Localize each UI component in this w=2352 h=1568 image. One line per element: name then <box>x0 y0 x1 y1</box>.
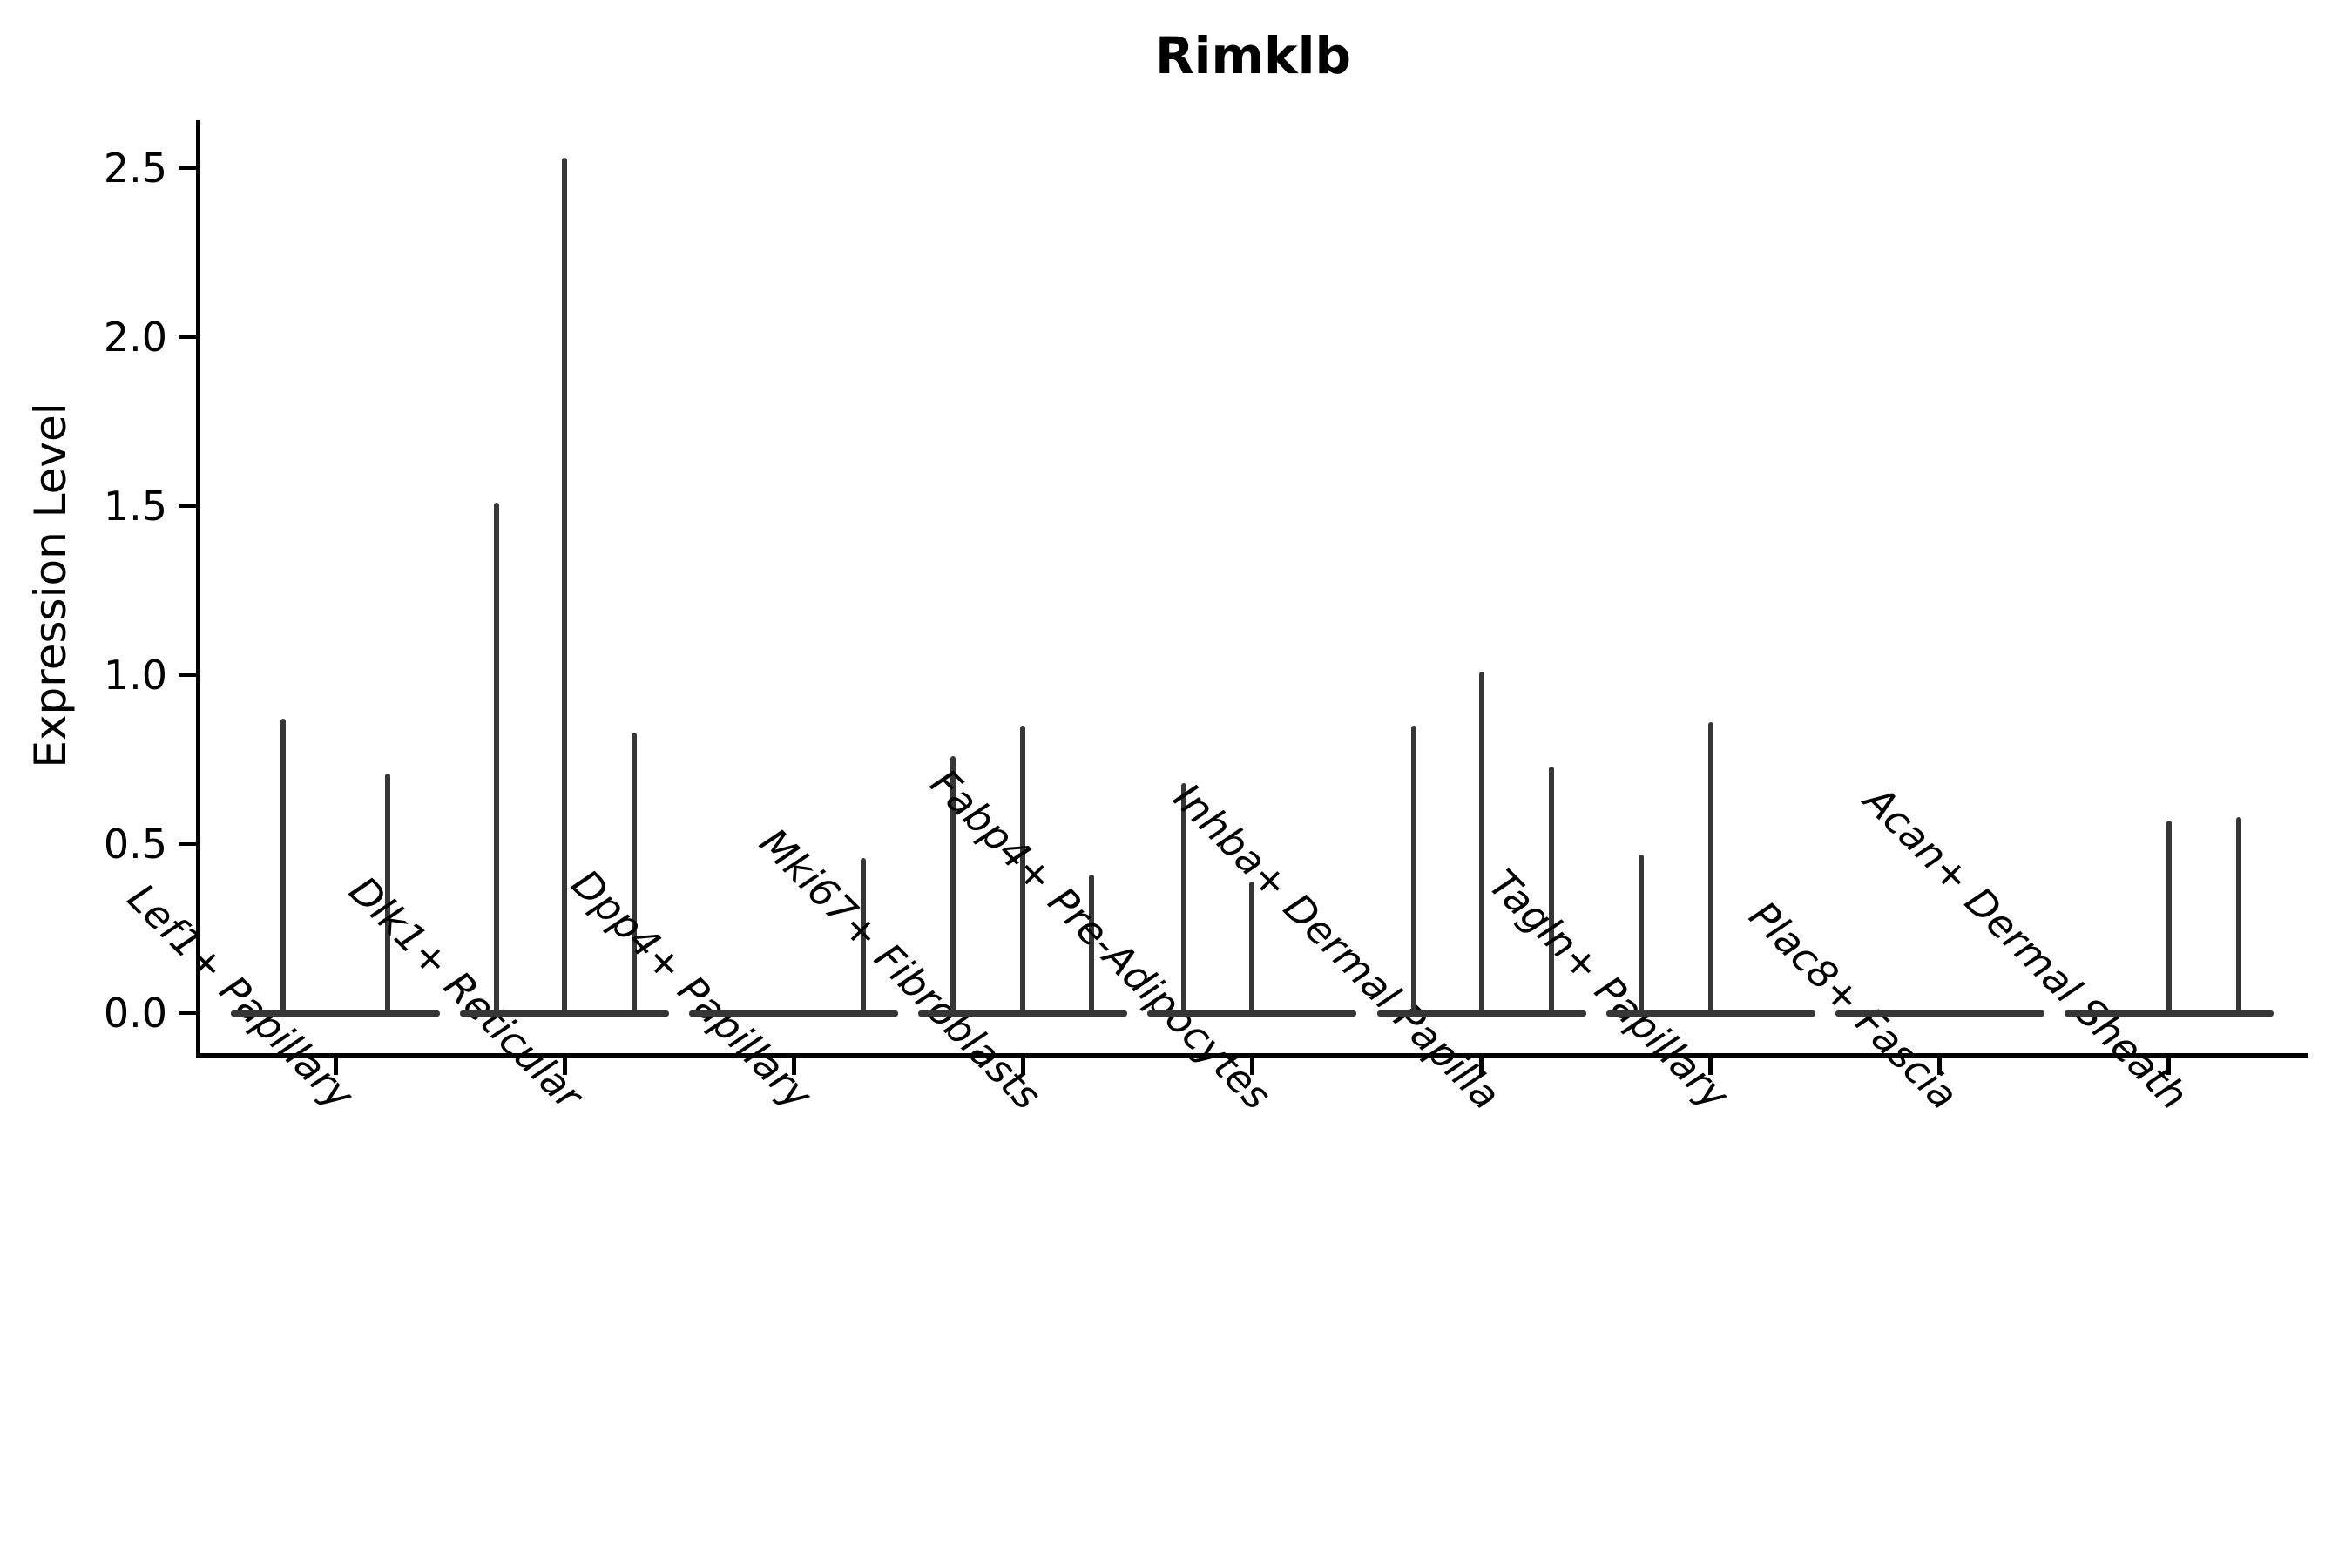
y-tick <box>179 504 196 508</box>
x-tick <box>1479 1056 1484 1075</box>
y-tick <box>179 335 196 339</box>
violin-spike <box>861 857 867 1016</box>
x-tick <box>1708 1056 1713 1075</box>
y-tick-label: 2.5 <box>103 145 167 192</box>
y-tick-label: 0.0 <box>103 990 167 1037</box>
violin-spike <box>1410 726 1416 1016</box>
violin-baseline <box>231 1010 440 1017</box>
violin-spike <box>1707 722 1713 1016</box>
x-tick-label: Dlk1+ Reticular <box>341 867 592 1119</box>
x-tick <box>791 1056 796 1075</box>
violin-baseline <box>689 1010 899 1017</box>
x-tick <box>333 1056 338 1075</box>
violin-spike <box>632 732 638 1016</box>
violin-spike <box>280 719 286 1016</box>
y-tick <box>179 166 196 170</box>
y-tick-label: 1.5 <box>103 483 167 530</box>
violin-spike <box>1249 881 1255 1016</box>
y-axis-line <box>196 120 200 1058</box>
violin-spike <box>950 756 956 1016</box>
x-tick <box>562 1056 567 1075</box>
violin-spike <box>1638 854 1644 1016</box>
violin-spike <box>2235 816 2241 1016</box>
x-tick-label: Plac8+ Fascia <box>1740 892 1968 1119</box>
y-tick-label: 0.5 <box>103 821 167 868</box>
violin-spike <box>2166 820 2172 1016</box>
y-tick-label: 2.0 <box>103 314 167 361</box>
chart-title: Rimklb <box>1155 26 1351 85</box>
x-tick <box>2166 1056 2172 1075</box>
violin-spike <box>1181 783 1187 1016</box>
x-tick <box>1937 1056 1943 1075</box>
violin-spike <box>1089 874 1095 1016</box>
violin-spike <box>1548 766 1554 1016</box>
y-tick <box>179 1011 196 1015</box>
x-tick <box>1020 1056 1025 1075</box>
y-axis-label: Expression Level <box>25 402 76 768</box>
violin-spike <box>1020 726 1026 1016</box>
violin-baseline <box>1835 1010 2044 1017</box>
x-axis-line <box>196 1053 2308 1058</box>
x-tick-label: Dpp4+ Papillary <box>563 860 821 1119</box>
violin-spike <box>562 158 568 1016</box>
violin-spike <box>494 503 500 1016</box>
violin-spike <box>385 773 390 1016</box>
y-tick <box>179 673 196 677</box>
x-tick-label: Tagln+ Papillary <box>1480 861 1739 1119</box>
y-tick <box>179 842 196 846</box>
y-tick-label: 1.0 <box>103 652 167 699</box>
violin-spike <box>1478 672 1484 1016</box>
x-tick <box>1249 1056 1254 1075</box>
